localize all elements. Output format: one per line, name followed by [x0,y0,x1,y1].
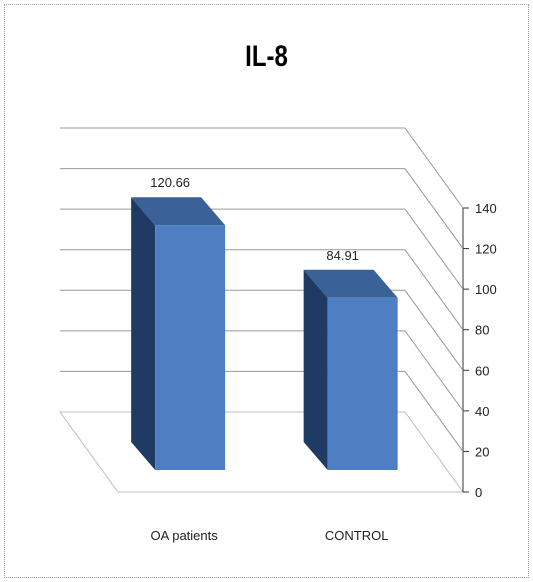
gridline-side [404,249,464,331]
x-tick-label: CONTROL [325,528,389,543]
y-tick-label: 80 [475,323,489,338]
bar-top [303,269,398,298]
y-tick-label: 0 [475,485,482,500]
y-tick-label: 20 [475,444,489,459]
chart-labels: 120.66 OA patients 84.91 CONTROL [150,175,388,543]
x-tick-label: OA patients [151,528,219,543]
y-tick-label: 100 [475,282,497,297]
chart-gridlines [60,127,464,452]
gridline-side [404,371,464,452]
bar-side [303,269,328,470]
y-tick-label: 140 [475,201,497,216]
bar-side [131,197,156,470]
chart-walls [59,208,464,493]
y-tick-label: 40 [475,404,489,419]
y-axis-ticks: 0 20 40 60 80 100 120 140 [463,201,497,500]
bar-top [131,197,226,226]
data-label: 84.91 [326,248,359,263]
bar [155,225,226,470]
gridline-side [404,289,464,371]
gridline-side [404,127,464,209]
gridline-side [404,168,464,249]
chart-title: IL-8 [245,40,288,73]
chart-bars [131,197,398,470]
chart-floor [59,411,464,493]
y-tick-label: 60 [475,363,489,378]
bar [327,297,398,470]
y-tick-label: 120 [475,242,497,257]
gridline-side [404,208,464,290]
chart-frame [4,4,529,578]
data-label: 120.66 [150,175,190,190]
gridline-side [404,330,464,412]
